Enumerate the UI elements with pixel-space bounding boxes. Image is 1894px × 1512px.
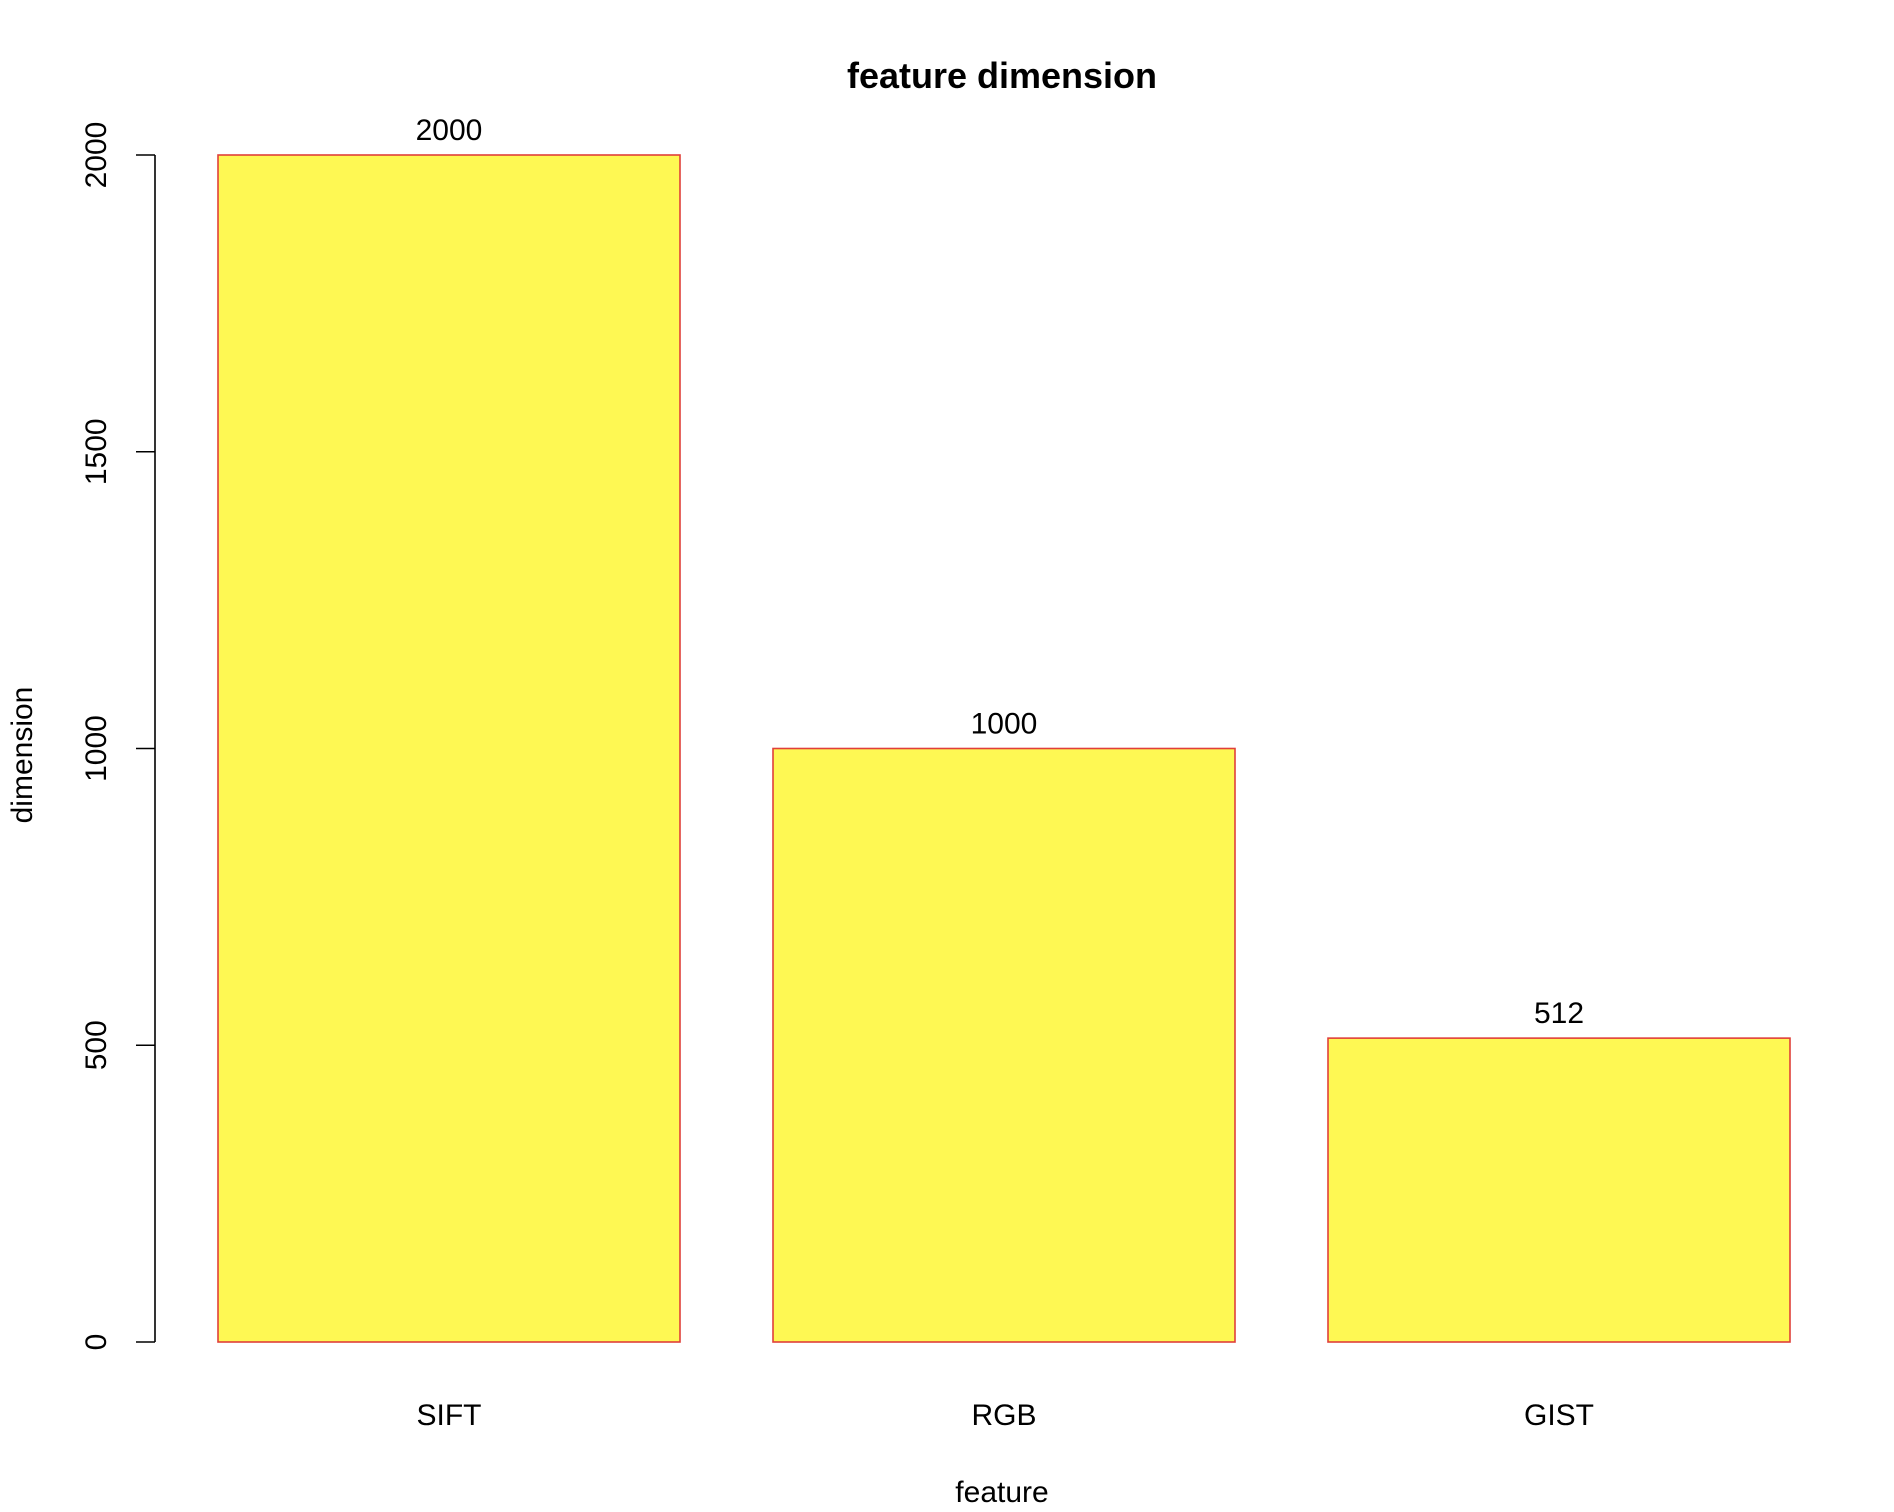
y-axis-title: dimension [6,687,39,824]
value-label: 2000 [416,114,483,147]
bars [217,154,1791,1343]
chart-title: feature dimension [847,55,1157,96]
bar-rgb [772,747,1236,1343]
y-tick-label: 500 [80,1020,113,1070]
category-label: GIST [1524,1399,1594,1432]
y-axis: 0 500 1000 1500 2000 [80,122,156,1351]
y-tick-label: 1000 [80,715,113,782]
category-label: SIFT [417,1399,482,1432]
value-label: 1000 [971,708,1038,741]
x-axis-title: feature [955,1476,1048,1509]
y-tick-label: 0 [80,1334,113,1351]
category-labels: SIFT RGB GIST [417,1399,1595,1432]
value-label: 512 [1534,997,1584,1030]
bar-sift [217,154,681,1343]
y-tick-label: 1500 [80,418,113,485]
y-tick-label: 2000 [80,122,113,189]
category-label: RGB [971,1399,1036,1432]
bar-gist [1327,1037,1791,1343]
value-labels: 2000 1000 512 [416,114,1584,1030]
